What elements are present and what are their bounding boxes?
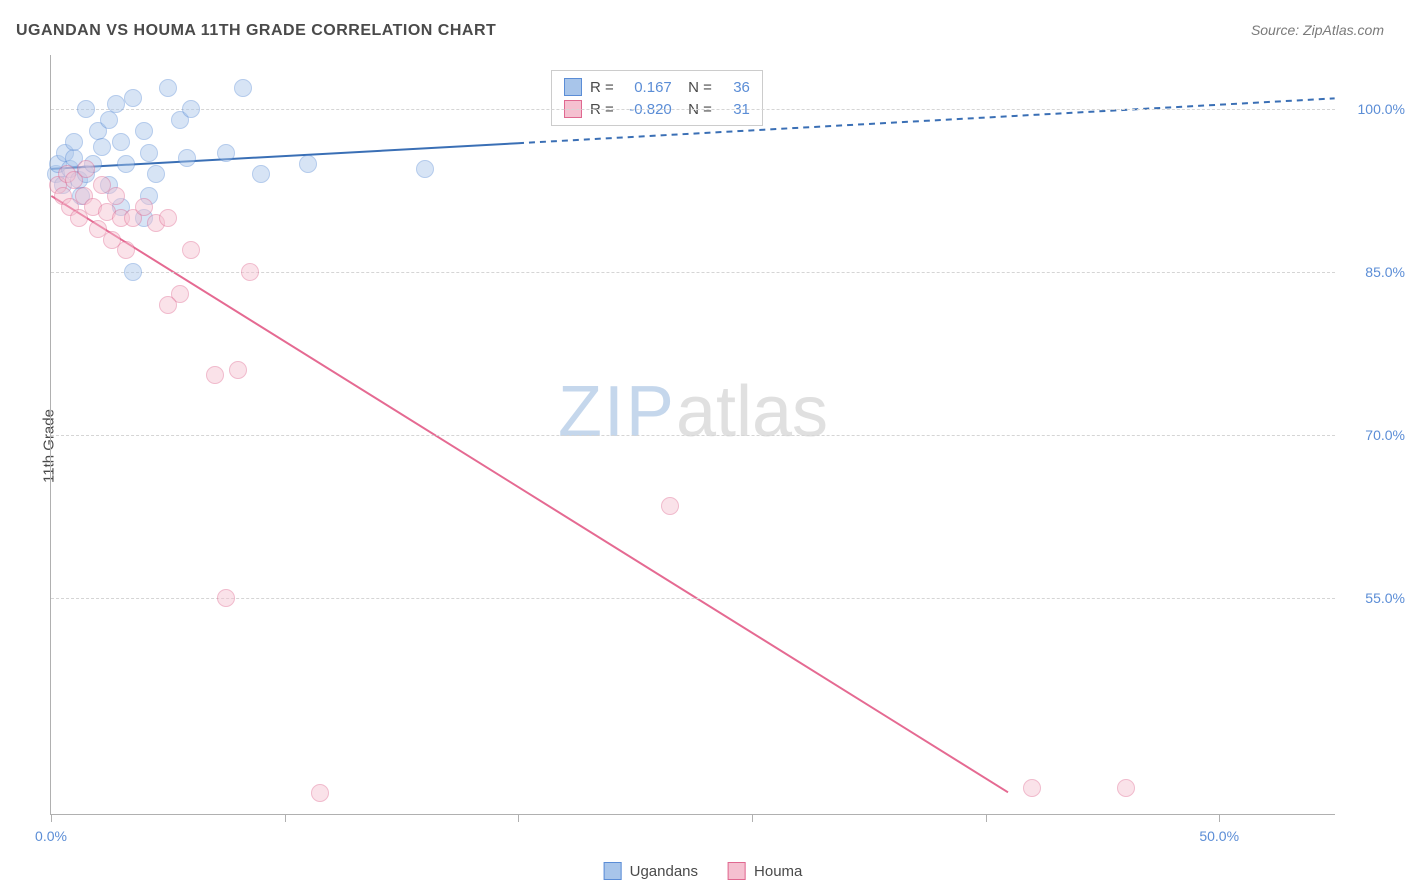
scatter-point — [217, 589, 235, 607]
watermark: ZIPatlas — [558, 371, 828, 453]
scatter-point — [241, 263, 259, 281]
scatter-point — [135, 122, 153, 140]
scatter-point — [107, 95, 125, 113]
scatter-point — [217, 144, 235, 162]
scatter-point — [77, 160, 95, 178]
legend-item: Houma — [728, 862, 802, 880]
scatter-point — [159, 79, 177, 97]
scatter-point — [65, 133, 83, 151]
scatter-point — [100, 111, 118, 129]
y-tick-label: 85.0% — [1365, 264, 1405, 280]
swatch-icon — [604, 862, 622, 880]
bottom-legend: Ugandans Houma — [604, 862, 803, 880]
scatter-point — [311, 784, 329, 802]
watermark-atlas: atlas — [676, 372, 828, 452]
stat-r-value: 0.167 — [622, 79, 672, 96]
x-tick — [518, 814, 519, 822]
legend-label: Ugandans — [630, 863, 698, 880]
y-tick-label: 55.0% — [1365, 590, 1405, 606]
x-tick-label: 0.0% — [35, 828, 67, 844]
swatch-icon — [564, 78, 582, 96]
stats-row: R = 0.167 N = 36 — [564, 76, 750, 98]
gridline — [51, 598, 1335, 599]
scatter-point — [234, 79, 252, 97]
x-tick — [285, 814, 286, 822]
source-attribution: Source: ZipAtlas.com — [1251, 22, 1384, 38]
y-tick-label: 70.0% — [1365, 427, 1405, 443]
gridline — [51, 109, 1335, 110]
scatter-point — [1023, 779, 1041, 797]
stat-n-value: 36 — [720, 79, 750, 96]
scatter-point — [182, 100, 200, 118]
stats-box: R =0.167 N =36R =-0.820 N =31 — [551, 70, 763, 126]
x-tick — [51, 814, 52, 822]
gridline — [51, 435, 1335, 436]
legend-item: Ugandans — [604, 862, 698, 880]
scatter-point — [159, 209, 177, 227]
scatter-point — [135, 198, 153, 216]
x-tick — [986, 814, 987, 822]
scatter-point — [252, 165, 270, 183]
scatter-point — [140, 144, 158, 162]
x-tick — [1219, 814, 1220, 822]
scatter-point — [124, 89, 142, 107]
scatter-point — [178, 149, 196, 167]
x-tick — [752, 814, 753, 822]
plot-area: ZIPatlas R =0.167 N =36R =-0.820 N =31 5… — [50, 55, 1335, 815]
scatter-point — [107, 187, 125, 205]
scatter-point — [117, 155, 135, 173]
y-tick-label: 100.0% — [1358, 101, 1405, 117]
stat-n-label: N = — [680, 79, 712, 96]
scatter-point — [299, 155, 317, 173]
scatter-point — [206, 366, 224, 384]
scatter-point — [1117, 779, 1135, 797]
scatter-point — [147, 165, 165, 183]
swatch-icon — [728, 862, 746, 880]
scatter-point — [416, 160, 434, 178]
x-tick-label: 50.0% — [1199, 828, 1239, 844]
scatter-point — [117, 241, 135, 259]
chart-title: UGANDAN VS HOUMA 11TH GRADE CORRELATION … — [16, 22, 496, 40]
watermark-zip: ZIP — [558, 372, 676, 452]
stat-r-label: R = — [590, 79, 614, 96]
scatter-point — [229, 361, 247, 379]
scatter-point — [112, 133, 130, 151]
scatter-point — [124, 263, 142, 281]
scatter-point — [93, 138, 111, 156]
scatter-point — [661, 497, 679, 515]
legend-label: Houma — [754, 863, 802, 880]
scatter-point — [182, 241, 200, 259]
scatter-point — [77, 100, 95, 118]
scatter-point — [159, 296, 177, 314]
